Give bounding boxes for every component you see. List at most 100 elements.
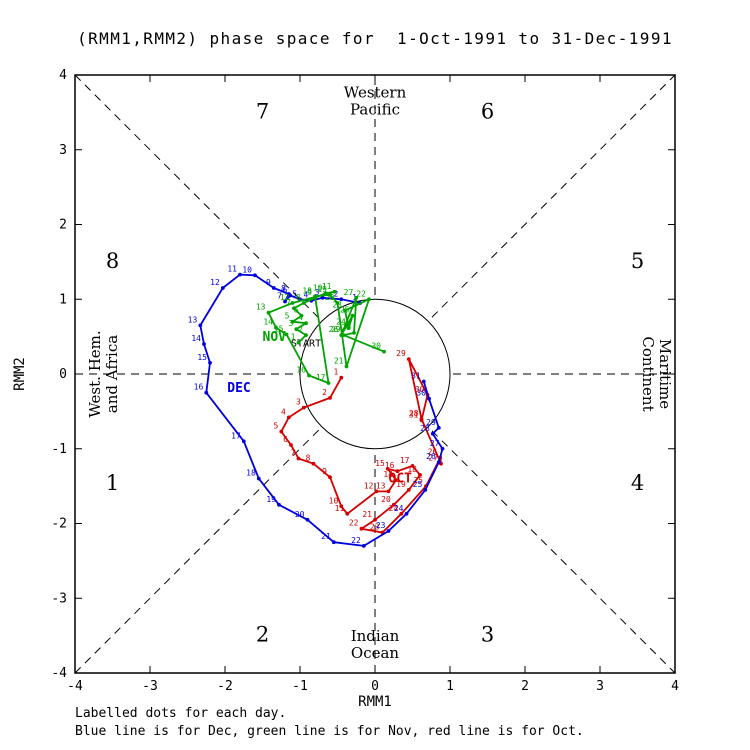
day-label-nov-14: 14: [263, 318, 273, 327]
day-label-dec-5: 5: [292, 289, 297, 298]
day-dot-dec-22: [361, 544, 366, 548]
day-dot-oct-18: [418, 473, 422, 477]
day-dot-oct-8: [311, 461, 316, 466]
y-tick-label: 0: [59, 367, 67, 382]
day-dot-nov-17: [326, 381, 331, 385]
day-dot-nov-23: [343, 308, 347, 313]
x-tick-label: 1: [446, 679, 454, 694]
day-label-oct-21: 21: [362, 510, 372, 519]
day-dot-dec-24: [404, 511, 409, 516]
y-tick-label: 2: [59, 218, 67, 233]
day-label-oct-6: 6: [283, 435, 288, 444]
day-dot-dec-7: [283, 299, 287, 304]
day-label-dec-26: 26: [426, 452, 436, 461]
day-dot-oct-7: [296, 456, 301, 461]
day-dot-nov-20: [335, 301, 340, 305]
day-label-oct-1: 1: [333, 368, 338, 377]
day-label-nov-4: 4: [298, 313, 303, 322]
day-label-nov-26: 26: [329, 325, 339, 334]
day-dot-oct-19: [406, 488, 411, 492]
day-label-nov-27: 27: [344, 288, 354, 297]
day-dot-dec-31: [421, 379, 426, 384]
x-axis-label: RMM1: [358, 694, 392, 710]
day-dot-dec-14: [202, 342, 206, 346]
day-dot-nov-12: [290, 301, 295, 305]
day-dot-dec-2: [339, 297, 344, 302]
day-label-nov-23: 23: [332, 301, 342, 310]
day-dot-dec-15: [208, 360, 212, 365]
day-label-nov-19: 19: [317, 285, 327, 294]
day-dot-oct-20: [391, 502, 396, 507]
svg-text:MaritimeContinent: MaritimeContinent: [639, 336, 674, 411]
day-label-dec-2: 2: [333, 289, 338, 298]
day-label-nov-29: 29: [331, 325, 341, 334]
day-label-nov-7: 7: [286, 298, 291, 307]
day-dot-dec-17: [241, 439, 246, 444]
day-dot-nov-4: [304, 321, 308, 326]
day-label-dec-4: 4: [303, 291, 308, 300]
day-dot-nov-13: [266, 310, 271, 315]
day-label-dec-16: 16: [194, 383, 204, 392]
day-label-dec-9: 9: [266, 278, 271, 287]
chart-title: (RMM1,RMM2) phase space for 1-Oct-1991 t…: [77, 29, 673, 48]
day-dot-oct-1: [339, 375, 344, 380]
day-label-oct-10: 10: [329, 496, 339, 505]
day-label-nov-13: 13: [256, 303, 266, 312]
y-tick-label: 1: [59, 292, 67, 307]
day-label-nov-20: 20: [325, 293, 335, 302]
month-label-oct: OCT: [389, 471, 413, 486]
caption-line-2: Blue line is for Dec, green line is for …: [75, 724, 584, 739]
day-label-oct-28: 28: [409, 409, 419, 418]
day-label-oct-18: 18: [407, 465, 417, 474]
day-label-dec-30: 30: [416, 389, 426, 398]
day-label-oct-22: 22: [349, 519, 359, 528]
day-label-oct-12: 12: [364, 481, 374, 490]
y-tick-label: 3: [59, 143, 67, 158]
day-label-nov-28: 28: [341, 323, 351, 332]
day-dot-oct-14: [394, 478, 398, 482]
day-dot-dec-11: [238, 272, 242, 277]
x-tick-label: 3: [596, 679, 604, 694]
day-label-dec-18: 18: [246, 469, 256, 478]
y-tick-label: -4: [51, 666, 67, 681]
day-label-dec-22: 22: [351, 536, 361, 545]
day-label-oct-9: 9: [322, 467, 327, 476]
day-label-oct-4: 4: [281, 407, 286, 416]
y-tick-label: -2: [51, 517, 67, 532]
phase-label-4: 4: [631, 471, 644, 495]
y-tick-label: -1: [51, 442, 67, 457]
day-dot-dec-27: [440, 446, 445, 451]
y-tick-label: 4: [59, 68, 67, 83]
day-label-oct-16: 16: [385, 461, 395, 470]
day-dot-nov-10: [323, 291, 328, 296]
day-label-nov-22: 22: [356, 289, 366, 298]
day-dot-nov-19: [328, 292, 332, 297]
day-label-oct-30: 30: [415, 385, 425, 394]
day-dot-oct-24: [399, 511, 404, 516]
day-dot-dec-20: [305, 517, 310, 522]
day-dot-dec-19: [277, 502, 281, 507]
day-dot-oct-11: [345, 511, 350, 516]
day-dot-nov-14: [274, 325, 278, 330]
day-dot-oct-29: [406, 357, 411, 361]
day-dot-nov-25: [350, 313, 355, 318]
day-dot-nov-18: [313, 294, 317, 299]
day-dot-oct-10: [339, 504, 344, 509]
phase-label-3: 3: [481, 623, 494, 647]
day-dot-nov-24: [346, 325, 351, 330]
phase-label-7: 7: [256, 99, 269, 123]
day-dot-nov-27: [354, 295, 359, 300]
day-dot-dec-25: [423, 488, 428, 492]
day-label-oct-31: 31: [409, 410, 419, 419]
phase-label-5: 5: [631, 249, 644, 273]
x-tick-label: -2: [217, 679, 233, 694]
unit-circle: [299, 298, 451, 450]
day-label-nov-21: 21: [334, 357, 344, 366]
day-dot-nov-6: [299, 313, 304, 318]
phase-label-2: 2: [256, 623, 269, 647]
day-label-dec-31: 31: [411, 372, 421, 381]
day-dot-nov-29: [341, 333, 346, 337]
